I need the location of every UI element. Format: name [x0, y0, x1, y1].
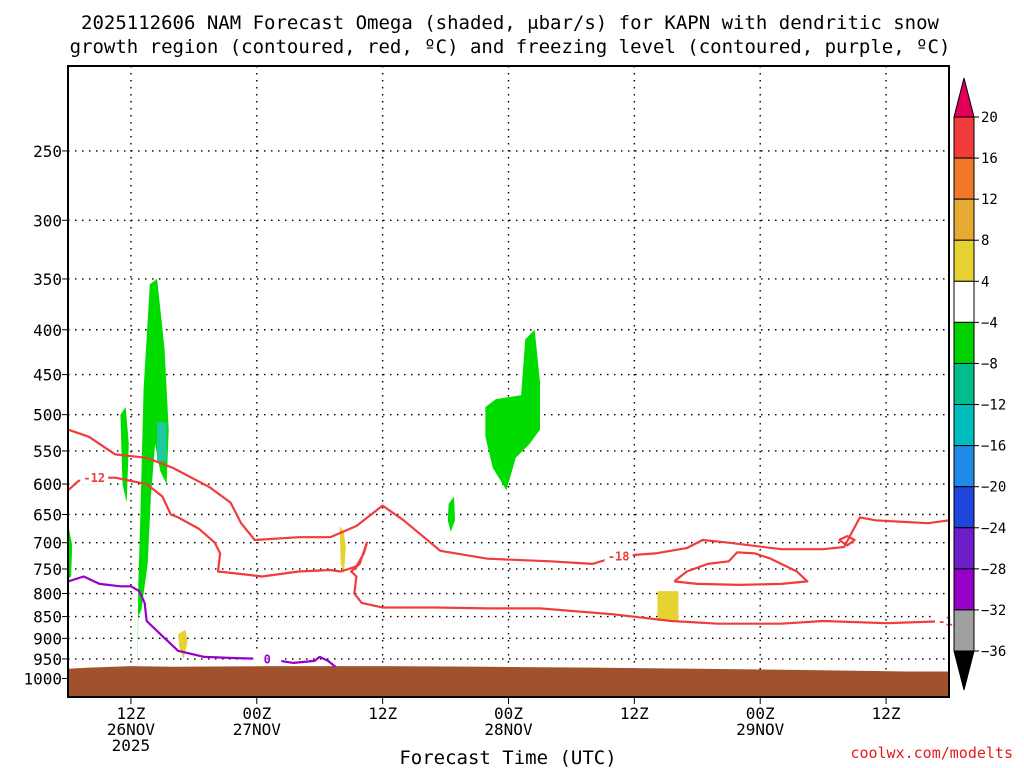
x-tick-label: 2025 — [112, 736, 151, 755]
x-tick-label: 12Z — [116, 704, 145, 723]
colorbar-bin — [953, 116, 975, 159]
y-tick-label: 500 — [33, 406, 62, 425]
contour-label: 0 — [264, 652, 271, 666]
x-tick-label: 00Z — [242, 704, 271, 723]
plot-area: -18-12-120 — [67, 65, 963, 698]
gridlines — [68, 66, 949, 697]
colorbar-label: 4 — [981, 274, 989, 290]
dgz-contour-line — [838, 534, 856, 547]
colorbar-bin — [953, 280, 975, 323]
contour-label: -12 — [83, 471, 105, 485]
colorbar-label: −8 — [981, 356, 998, 372]
y-tick-label: 950 — [33, 650, 62, 669]
y-tick-label: 600 — [33, 475, 62, 494]
omega-shading — [68, 278, 679, 688]
colorbar-label: 20 — [981, 110, 998, 126]
x-tick-label: 29NOV — [736, 720, 785, 739]
y-tick-label: 850 — [33, 608, 62, 627]
y-tick-label: 350 — [33, 270, 62, 289]
colorbar-bin — [953, 321, 975, 364]
freezing-level-line — [67, 575, 337, 668]
dgz-contour-line — [673, 551, 809, 587]
colorbar-label: 16 — [981, 151, 998, 167]
colorbar-bin — [953, 198, 975, 241]
y-tick-label: 1000 — [23, 669, 62, 688]
omega-shaded-region — [68, 523, 73, 579]
y-tick-label: 750 — [33, 560, 62, 579]
omega-shaded-region — [339, 526, 346, 574]
colorbar-label: 8 — [981, 233, 989, 249]
x-tick-label: 00Z — [746, 704, 775, 723]
omega-shaded-region — [137, 278, 169, 688]
colorbar-bin — [953, 445, 975, 488]
chart-title-line-2: growth region (contoured, red, ºC) and f… — [70, 36, 951, 58]
x-axis-label: Forecast Time (UTC) — [399, 747, 616, 768]
y-tick-label: 400 — [33, 321, 62, 340]
colorbar-bin — [953, 404, 975, 447]
colorbar-top-arrow — [953, 77, 975, 118]
contour-layer: -18-12-120 — [67, 428, 963, 668]
x-tick-label: 28NOV — [484, 720, 533, 739]
x-tick-label: 00Z — [494, 704, 523, 723]
colorbar-label: −24 — [981, 521, 1006, 537]
colorbar-bin — [953, 568, 975, 611]
contour-label-bg — [604, 549, 633, 564]
colorbar-label: 12 — [981, 192, 998, 208]
y-tick-label: 800 — [33, 585, 62, 604]
site-credit: coolwx.com/modelts — [850, 744, 1013, 762]
dgz-contour-line — [67, 428, 950, 566]
colorbar-bin — [953, 527, 975, 570]
colorbar-label: −4 — [981, 315, 998, 331]
x-tick-label: 12Z — [872, 704, 901, 723]
y-tick-label: 300 — [33, 211, 62, 230]
x-tick-label: 26NOV — [107, 720, 156, 739]
omega-shaded-region — [657, 591, 679, 621]
colorbar-bin — [953, 239, 975, 282]
y-tick-label: 700 — [33, 534, 62, 553]
contour-label-bg — [253, 651, 282, 666]
y-axis-ticks: 250 300 350 400 450 500 550 600 650 700 750 800 850 9… — [23, 142, 68, 688]
colorbar-label: −12 — [981, 398, 1006, 414]
colorbar-bottom-arrow — [953, 650, 975, 691]
omega-shaded-region — [485, 329, 540, 491]
y-tick-label: 900 — [33, 629, 62, 648]
x-tick-label: 12Z — [620, 704, 649, 723]
colorbar-label: −16 — [981, 439, 1006, 455]
colorbar-label: −36 — [981, 644, 1006, 660]
dgz-contour-line — [67, 476, 950, 625]
contour-label: -18 — [608, 550, 630, 564]
colorbar-label: −20 — [981, 480, 1006, 496]
terrain — [68, 666, 949, 697]
colorbar-label: −28 — [981, 562, 1006, 578]
colorbar-label: −32 — [981, 603, 1006, 619]
x-tick-label: 27NOV — [233, 720, 282, 739]
contour-label-bg — [80, 470, 109, 485]
y-tick-label: 450 — [33, 366, 62, 385]
omega-shaded-region — [157, 422, 167, 462]
terrain-layer — [68, 666, 949, 697]
colorbar: 20 16 12 8 4 −4 −8 −12 −16 −20 −24 −28 −32 −36 — [953, 77, 1006, 691]
y-tick-label: 250 — [33, 142, 62, 161]
colorbar-bin — [953, 157, 975, 200]
chart-title-line-1: 2025112606 NAM Forecast Omega (shaded, μ… — [81, 12, 939, 34]
x-tick-label: 12Z — [368, 704, 397, 723]
colorbar-bin — [953, 486, 975, 529]
colorbar-bin — [953, 362, 975, 406]
colorbar-bin — [953, 609, 975, 652]
y-tick-label: 550 — [33, 442, 62, 461]
y-tick-label: 650 — [33, 506, 62, 525]
omega-shaded-region — [447, 496, 455, 532]
